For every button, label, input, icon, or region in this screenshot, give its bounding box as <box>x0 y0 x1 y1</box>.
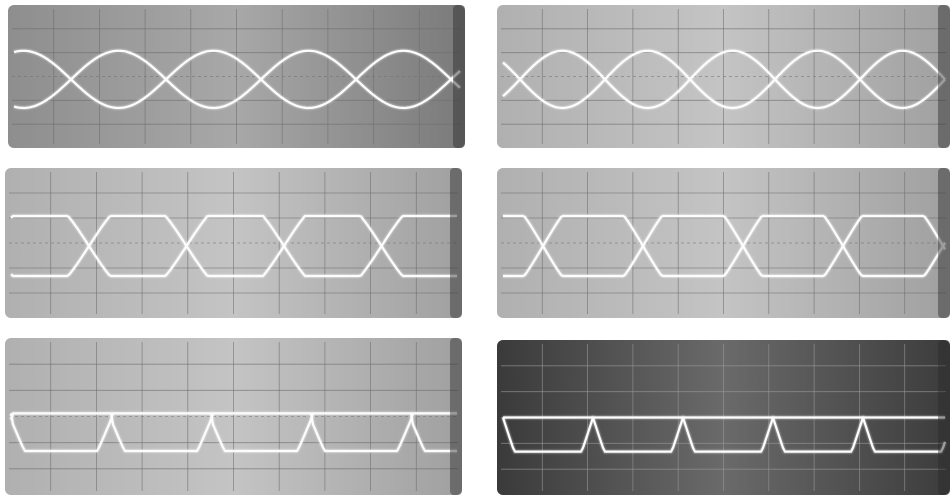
scope-panel <box>497 5 950 148</box>
oscilloscope-figure <box>0 0 952 499</box>
page: (() => { JSON.parse(document.getElementB… <box>0 0 952 499</box>
screen-edge <box>453 5 465 148</box>
scope-panel <box>497 340 950 495</box>
screen-edge <box>938 340 950 495</box>
screen-edge <box>450 338 462 495</box>
scope-panel <box>8 5 465 148</box>
screen-edge <box>938 5 950 148</box>
screen-edge <box>938 168 950 318</box>
scope-panel <box>5 338 462 495</box>
scope-panel <box>497 168 950 318</box>
screen-edge <box>450 168 462 318</box>
scope-panel <box>5 168 462 318</box>
